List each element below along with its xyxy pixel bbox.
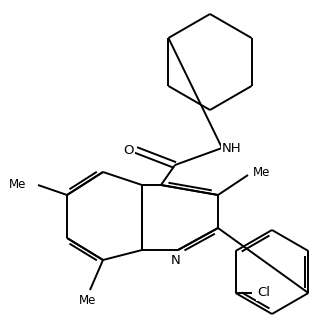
Text: Cl: Cl	[257, 286, 270, 299]
Text: O: O	[123, 144, 133, 156]
Text: Me: Me	[253, 167, 271, 179]
Text: Me: Me	[79, 294, 97, 306]
Text: NH: NH	[222, 141, 242, 154]
Text: Me: Me	[9, 178, 27, 192]
Text: N: N	[171, 255, 181, 268]
